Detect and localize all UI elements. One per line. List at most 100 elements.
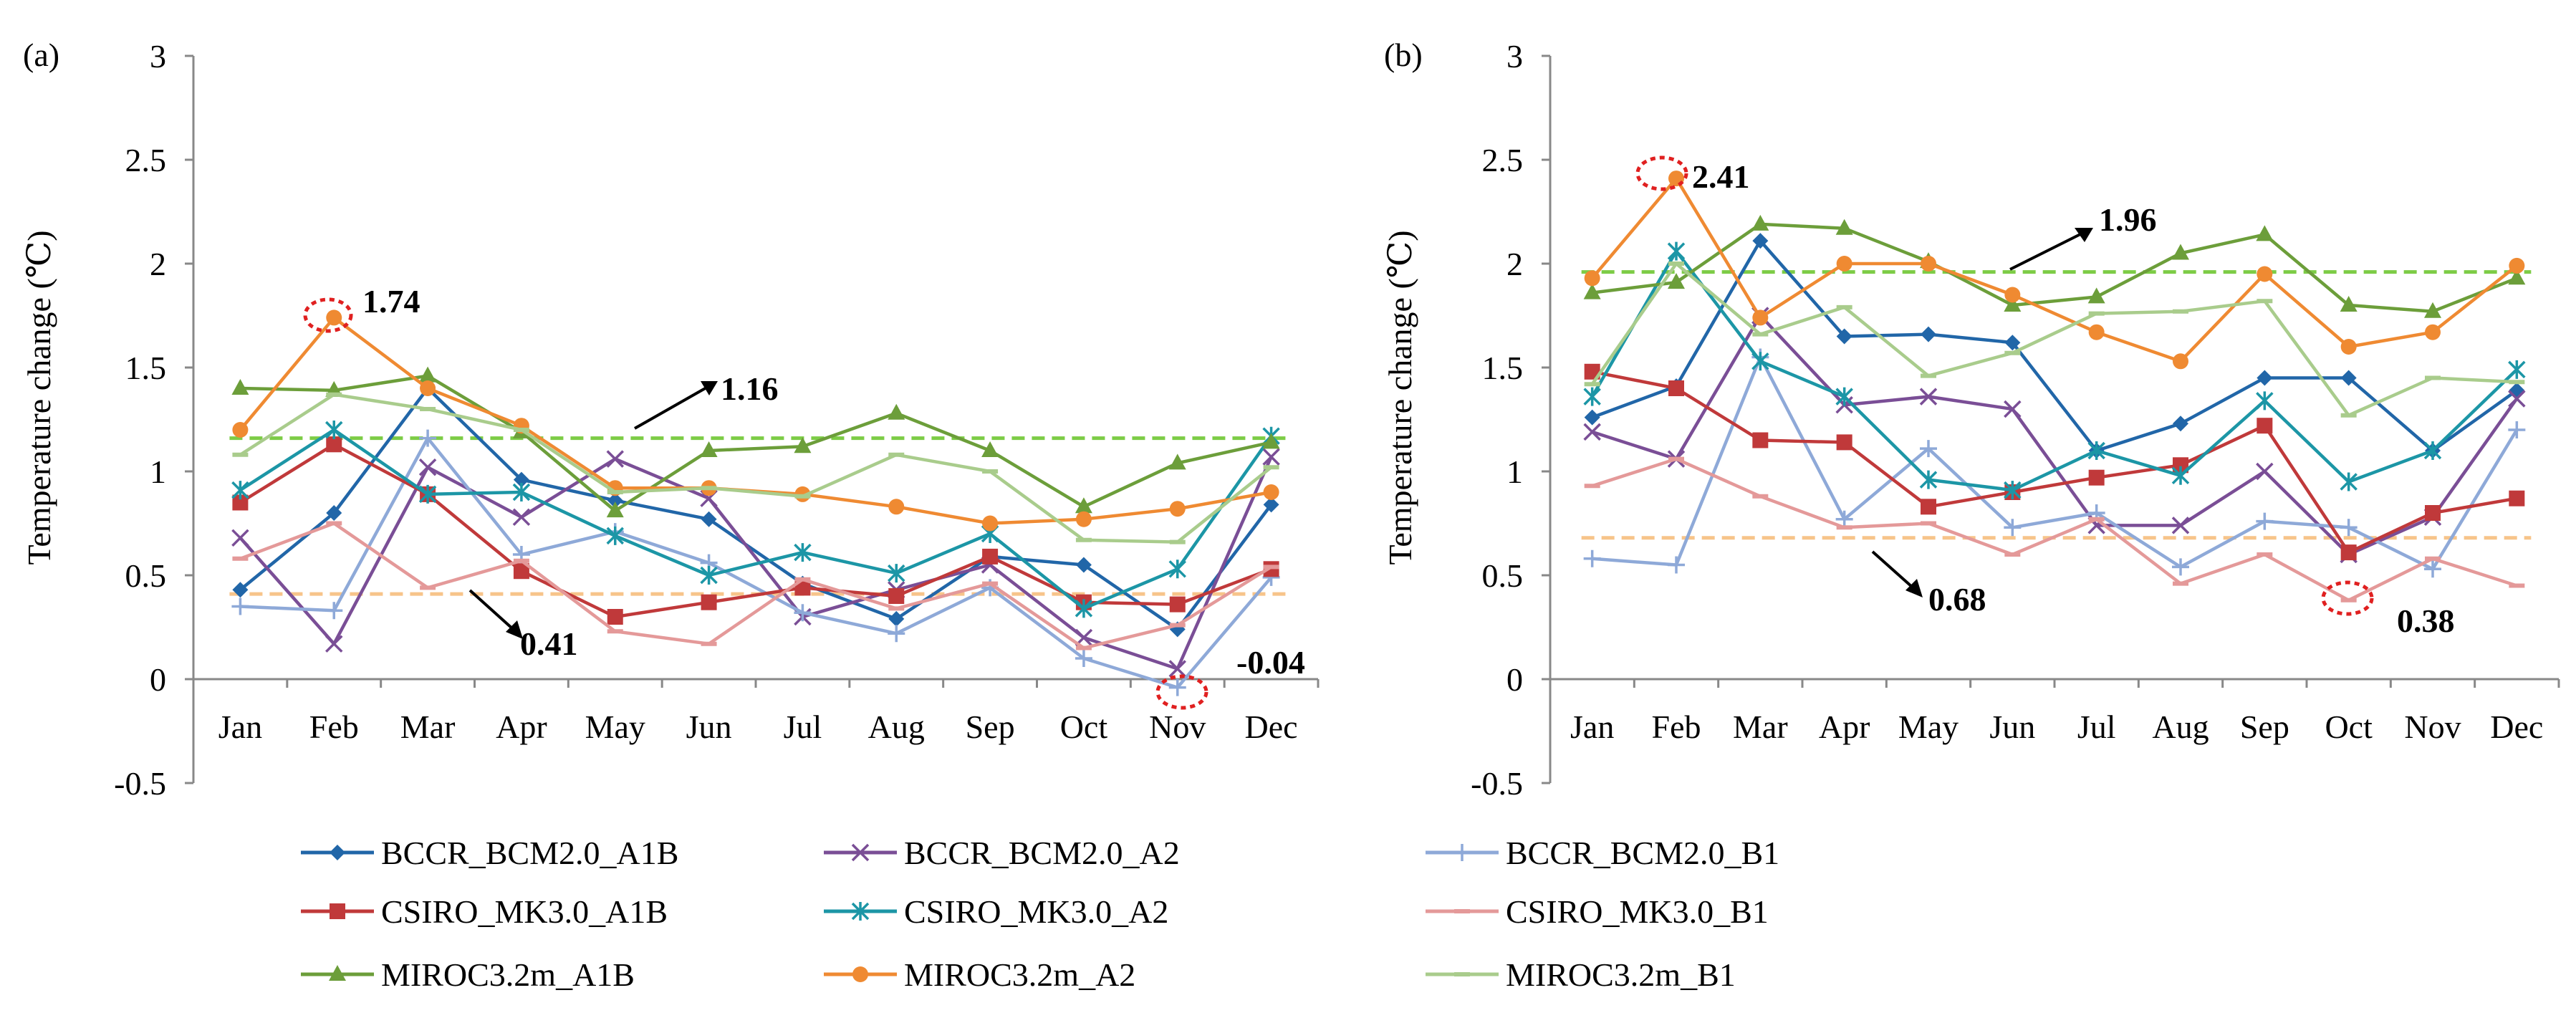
x-tick-label: May — [585, 709, 645, 745]
data-point — [1168, 560, 1186, 579]
data-point — [888, 499, 905, 515]
series-line — [1592, 370, 2517, 554]
y-tick-label: 3 — [1506, 38, 1523, 75]
series-CSIRO_MK3.0_A1B — [232, 436, 1279, 625]
data-point — [888, 564, 905, 583]
series-MIROC3.2m_B1 — [1584, 261, 2525, 418]
data-point — [419, 366, 437, 383]
data-point — [701, 594, 717, 610]
panel-label-b: (b) — [1384, 37, 1423, 73]
series-CSIRO_MK3.0_B1 — [232, 521, 1279, 650]
data-point — [794, 437, 812, 453]
data-point — [1583, 387, 1601, 406]
data-point — [326, 309, 342, 326]
data-point — [2257, 418, 2273, 434]
data-point — [2425, 324, 2441, 340]
x-tick-label: Oct — [2325, 709, 2373, 745]
series-line — [239, 428, 1273, 610]
data-point — [700, 566, 718, 585]
data-point — [1752, 233, 1769, 249]
data-point — [2340, 339, 2357, 355]
legend-item: MIROC3.2m_B1 — [1426, 956, 1736, 993]
data-point — [232, 422, 249, 438]
legend-swatch-marker — [852, 966, 868, 982]
legend-label: BCCR_BCM2.0_A1B — [381, 835, 678, 871]
data-point — [326, 505, 342, 521]
legend-swatch-marker — [330, 845, 345, 860]
series-MIROC3.2m_A2 — [1584, 171, 2525, 370]
data-point — [325, 635, 343, 653]
data-point — [1584, 270, 1600, 287]
y-tick-label: 1 — [150, 453, 166, 490]
data-point — [2088, 324, 2105, 340]
data-point — [1263, 484, 1279, 500]
data-point — [2004, 519, 2022, 537]
series-line — [1590, 261, 2517, 417]
annotation-mean-low-b: 0.68 — [1928, 581, 1986, 618]
annotation-mean-high-a: 1.16 — [721, 370, 779, 407]
data-point — [2340, 519, 2358, 537]
series-group-b — [1583, 171, 2526, 602]
data-point — [1752, 309, 1769, 326]
data-point — [1751, 352, 1769, 371]
reference-lines-a — [229, 436, 1286, 596]
data-point — [607, 609, 623, 625]
data-point — [1836, 434, 1852, 451]
data-point — [231, 481, 249, 500]
data-point — [1584, 363, 1600, 380]
legend-swatch-marker — [851, 843, 870, 862]
data-point — [2087, 287, 2105, 304]
annotations-a: 1.74 1.16 0.41 -0.04 — [303, 283, 1305, 710]
data-point — [512, 483, 531, 501]
data-point — [2173, 416, 2188, 432]
arrow-line-down-a — [468, 589, 514, 630]
annotation-max-b: 2.41 — [1692, 158, 1750, 195]
data-point — [2172, 558, 2189, 576]
data-point — [606, 501, 624, 518]
data-point — [982, 548, 999, 565]
series-line — [1591, 314, 2519, 557]
data-point — [606, 450, 624, 468]
data-point — [2256, 225, 2274, 241]
data-point — [418, 484, 437, 504]
y-tick-label: 2 — [150, 246, 166, 282]
series-line — [239, 393, 1272, 544]
data-point — [1667, 241, 1686, 261]
legend-label: MIROC3.2m_A1B — [381, 956, 635, 993]
legend-item: BCCR_BCM2.0_A2 — [824, 835, 1180, 871]
y-tick-label: 3 — [150, 38, 166, 75]
data-point — [418, 458, 437, 476]
legend: BCCR_BCM2.0_A1B BCCR_BCM2.0_A2 BCCR_BCM2.0… — [301, 835, 1779, 993]
data-point — [2256, 462, 2274, 481]
x-tick-label: Apr — [496, 709, 547, 745]
legend-item: BCCR_BCM2.0_A1B — [301, 835, 678, 871]
data-point — [2340, 296, 2358, 312]
data-point — [2423, 441, 2442, 460]
series-BCCR_BCM2.0_A2 — [1583, 307, 2526, 564]
data-point — [1075, 650, 1092, 667]
y-tick-label: 0.5 — [1482, 557, 1524, 594]
legend-item: CSIRO_MK3.0_B1 — [1426, 893, 1769, 930]
data-point — [701, 511, 717, 527]
legend-label: CSIRO_MK3.0_A2 — [904, 893, 1168, 930]
x-tick-label: Sep — [2240, 709, 2289, 745]
legend-swatch-marker — [1453, 844, 1471, 861]
x-tick-label: Feb — [309, 709, 359, 745]
series-CSIRO_MK3.0_B1 — [1584, 456, 2525, 602]
data-point — [2171, 517, 2190, 534]
x-tick-label: Dec — [2490, 709, 2543, 745]
y-tick-label: 0.5 — [125, 557, 167, 594]
legend-swatch-marker — [851, 902, 870, 921]
y-tick-label: -0.5 — [1471, 765, 1523, 802]
data-point — [2088, 469, 2105, 486]
data-point — [1752, 432, 1769, 448]
legend-label: BCCR_BCM2.0_B1 — [1506, 835, 1779, 871]
annotations-b: 2.41 1.96 0.68 0.38 — [1635, 155, 2455, 639]
x-tick-label: Sep — [966, 709, 1015, 745]
x-tick-label: Jun — [1989, 709, 2035, 745]
data-point — [1583, 283, 1601, 299]
data-point — [1751, 214, 1769, 231]
x-tick-labels-b: Jan Feb Mar Apr May Jun Jul Aug Sep Oct Nov Dec — [1570, 709, 2543, 745]
series-MIROC3.2m_B1 — [232, 392, 1279, 544]
data-point — [1835, 510, 1853, 528]
